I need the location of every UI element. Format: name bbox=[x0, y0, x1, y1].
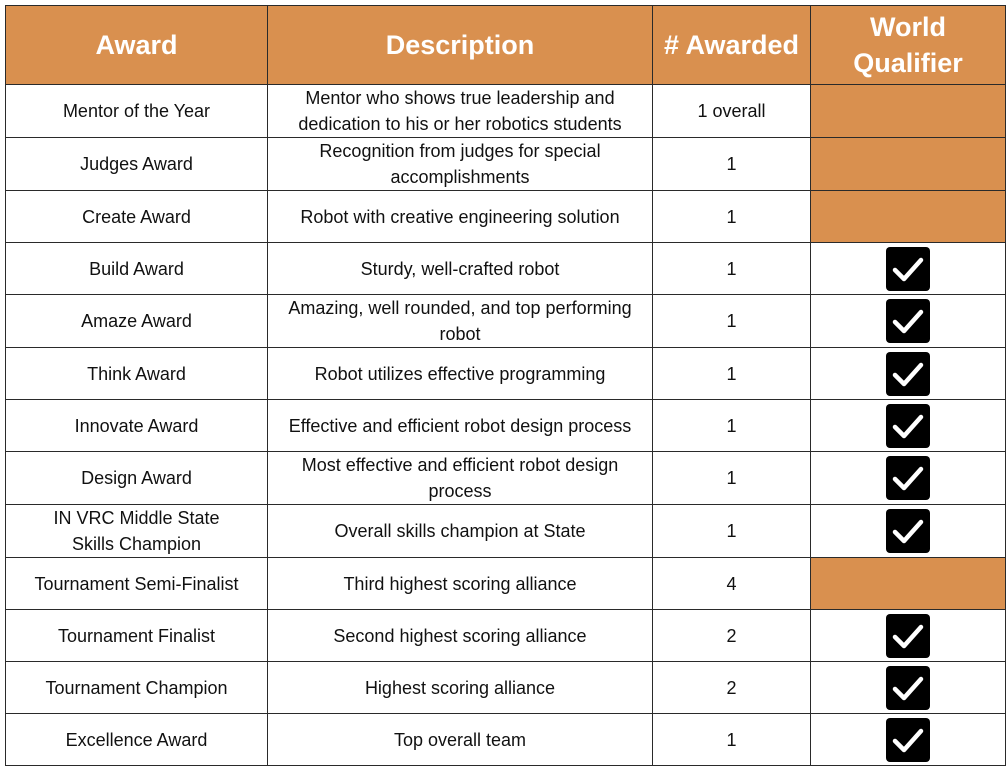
award-description-cell: Effective and efficient robot design pro… bbox=[267, 399, 653, 452]
world-qualifier-cell bbox=[810, 347, 1006, 400]
world-qualifier-cell bbox=[810, 190, 1006, 243]
header-awarded: # Awarded bbox=[652, 5, 811, 85]
award-description-cell: Sturdy, well-crafted robot bbox=[267, 242, 653, 295]
checkmark-icon bbox=[886, 246, 930, 291]
table-row: Think Award Robot utilizes effective prog… bbox=[5, 347, 1006, 400]
table-row: Create Award Robot with creative engineer… bbox=[5, 190, 1006, 243]
awarded-count-cell: 1 bbox=[652, 347, 811, 400]
table-row: Design Award Most effective and efficient… bbox=[5, 451, 1006, 505]
award-description-cell: Amazing, well rounded, and top performin… bbox=[267, 294, 653, 348]
award-name-cell: Mentor of the Year bbox=[5, 84, 268, 138]
header-award: Award bbox=[5, 5, 268, 85]
award-name-cell: IN VRC Middle State Skills Champion bbox=[5, 504, 268, 558]
world-qualifier-cell bbox=[810, 137, 1006, 191]
table-row: Tournament Finalist Second highest scorin… bbox=[5, 609, 1006, 662]
checkmark-icon bbox=[886, 299, 930, 343]
awarded-count-cell: 1 bbox=[652, 242, 811, 295]
awarded-count-cell: 1 bbox=[652, 190, 811, 243]
award-name-cell: Excellence Award bbox=[5, 713, 268, 766]
awarded-count-cell: 1 bbox=[652, 294, 811, 348]
awarded-count-cell: 1 bbox=[652, 137, 811, 191]
award-description-cell: Top overall team bbox=[267, 713, 653, 766]
award-name-cell: Tournament Finalist bbox=[5, 609, 268, 662]
table-row: Build Award Sturdy, well-crafted robot 1 bbox=[5, 242, 1006, 295]
award-description-cell: Recognition from judges for special acco… bbox=[267, 137, 653, 191]
table-row: Excellence Award Top overall team 1 bbox=[5, 713, 1006, 766]
world-qualifier-cell bbox=[810, 294, 1006, 348]
award-name-cell: Create Award bbox=[5, 190, 268, 243]
table-row: Innovate Award Effective and efficient ro… bbox=[5, 399, 1006, 452]
world-qualifier-cell bbox=[810, 713, 1006, 766]
world-qualifier-cell bbox=[810, 557, 1006, 610]
world-qualifier-cell bbox=[810, 451, 1006, 505]
checkmark-icon bbox=[886, 717, 930, 762]
award-name-cell: Think Award bbox=[5, 347, 268, 400]
award-description-cell: Most effective and efficient robot desig… bbox=[267, 451, 653, 505]
checkmark-icon bbox=[886, 351, 930, 396]
world-qualifier-cell bbox=[810, 609, 1006, 662]
awarded-count-cell: 1 bbox=[652, 399, 811, 452]
award-name-cell: Build Award bbox=[5, 242, 268, 295]
world-qualifier-cell bbox=[810, 242, 1006, 295]
world-qualifier-cell bbox=[810, 661, 1006, 714]
award-name-cell: Innovate Award bbox=[5, 399, 268, 452]
awarded-count-cell: 1 bbox=[652, 451, 811, 505]
award-description-cell: Overall skills champion at State bbox=[267, 504, 653, 558]
table-row: Amaze Award Amazing, well rounded, and to… bbox=[5, 294, 1006, 348]
awarded-count-cell: 2 bbox=[652, 609, 811, 662]
table-header: Award Description # Awarded World Qualif… bbox=[5, 5, 1006, 85]
award-description-cell: Robot with creative engineering solution bbox=[267, 190, 653, 243]
world-qualifier-cell bbox=[810, 504, 1006, 558]
checkmark-icon bbox=[886, 509, 930, 553]
world-qualifier-cell bbox=[810, 399, 1006, 452]
award-description-cell: Highest scoring alliance bbox=[267, 661, 653, 714]
award-name-cell: Judges Award bbox=[5, 137, 268, 191]
awarded-count-cell: 1 overall bbox=[652, 84, 811, 138]
table-row: Tournament Semi-Finalist Third highest sc… bbox=[5, 557, 1006, 610]
award-name-cell: Amaze Award bbox=[5, 294, 268, 348]
table-row: Tournament Champion Highest scoring allia… bbox=[5, 661, 1006, 714]
table-row: Mentor of the Year Mentor who shows true … bbox=[5, 84, 1006, 138]
awarded-count-cell: 1 bbox=[652, 713, 811, 766]
checkmark-icon bbox=[886, 403, 930, 448]
header-world-qualifier: World Qualifier bbox=[810, 5, 1006, 85]
award-name-cell: Design Award bbox=[5, 451, 268, 505]
awarded-count-cell: 4 bbox=[652, 557, 811, 610]
checkmark-icon bbox=[886, 613, 930, 658]
table-row: Judges Award Recognition from judges for … bbox=[5, 137, 1006, 191]
awarded-count-cell: 2 bbox=[652, 661, 811, 714]
award-description-cell: Mentor who shows true leadership and ded… bbox=[267, 84, 653, 138]
awarded-count-cell: 1 bbox=[652, 504, 811, 558]
table-body: Mentor of the Year Mentor who shows true … bbox=[5, 84, 1006, 766]
award-name-cell: Tournament Semi-Finalist bbox=[5, 557, 268, 610]
award-description-cell: Second highest scoring alliance bbox=[267, 609, 653, 662]
header-description: Description bbox=[267, 5, 653, 85]
world-qualifier-cell bbox=[810, 84, 1006, 138]
award-name-cell: Tournament Champion bbox=[5, 661, 268, 714]
checkmark-icon bbox=[886, 456, 930, 500]
checkmark-icon bbox=[886, 665, 930, 710]
header-row: Award Description # Awarded World Qualif… bbox=[5, 5, 1006, 85]
award-description-cell: Robot utilizes effective programming bbox=[267, 347, 653, 400]
award-description-cell: Third highest scoring alliance bbox=[267, 557, 653, 610]
awards-table: Award Description # Awarded World Qualif… bbox=[5, 5, 1006, 766]
table-row: IN VRC Middle State Skills Champion Overa… bbox=[5, 504, 1006, 558]
